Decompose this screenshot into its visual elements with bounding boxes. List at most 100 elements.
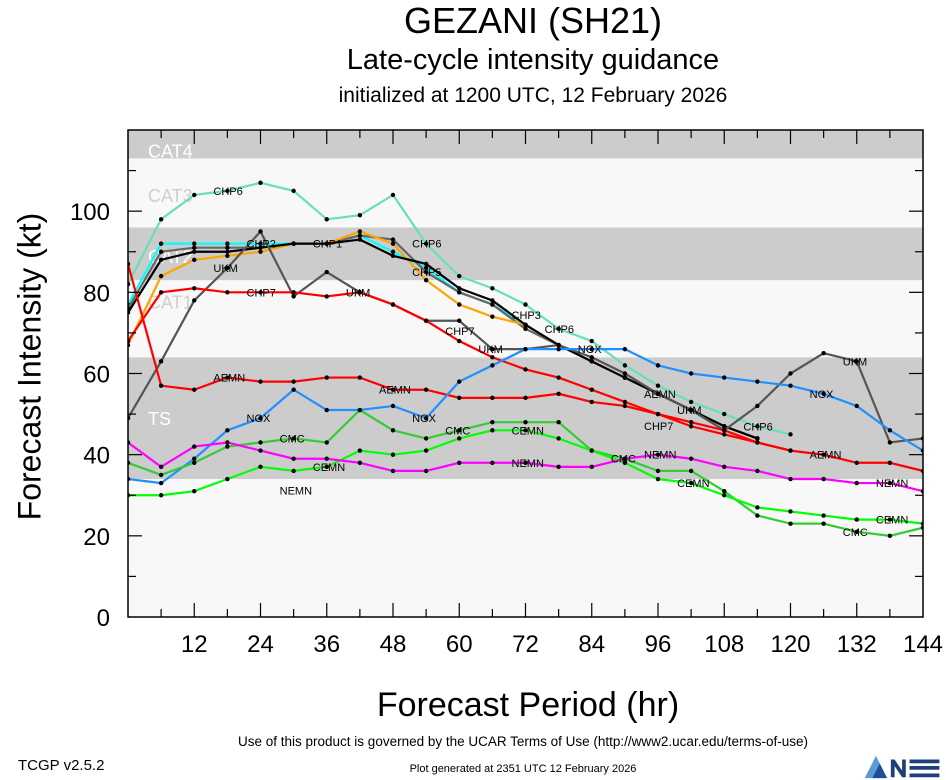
data-point-chp3 [423, 261, 429, 267]
series-label-nemn: NEMN [876, 478, 908, 490]
data-point-chp5 [457, 290, 462, 295]
data-point-chp3 [390, 253, 396, 259]
y-tick-label: 100 [70, 199, 110, 226]
data-point-nemn [755, 468, 760, 474]
data-point-cmc [490, 420, 495, 425]
data-point-ukm [556, 342, 561, 348]
data-point-nemn [324, 456, 329, 461]
data-point-cmc [423, 436, 429, 441]
data-point-chp3 [523, 322, 528, 327]
data-point-ukm [192, 298, 197, 303]
data-point-chp7 [158, 290, 164, 295]
band-label-cat4: CAT4 [148, 141, 193, 161]
data-point-aemn [589, 399, 594, 405]
data-point-chp6 [490, 286, 495, 291]
data-point-aemn [291, 379, 296, 384]
series-label-cemn: CEMN [313, 462, 345, 474]
data-point-chp6 [225, 188, 230, 194]
data-point-chp6 [423, 241, 429, 246]
data-point-cemn [887, 517, 893, 522]
data-point-aemn [192, 387, 197, 392]
data-point-chp3 [158, 257, 164, 263]
data-point-cmc [788, 521, 793, 526]
data-point-ngx [390, 403, 396, 409]
data-point-chp7 [390, 302, 396, 307]
data-point-ngx [655, 363, 661, 368]
data-point-chp3 [755, 436, 760, 441]
data-point-nemn [722, 464, 727, 470]
data-point-aemn [788, 448, 793, 453]
data-point-chp1 [158, 273, 164, 279]
terms-of-use: Use of this product is governed by the U… [238, 734, 808, 749]
data-point-chp3 [225, 249, 230, 254]
data-point-ngx [722, 375, 727, 380]
series-label-ukm: UKM [677, 405, 701, 417]
data-point-chp5 [225, 245, 230, 250]
data-point-nemn [622, 456, 628, 461]
series-label-ukm: UKM [346, 287, 370, 299]
data-point-cemn [622, 460, 628, 465]
data-point-ukm [755, 403, 760, 409]
data-point-nemn [589, 464, 594, 470]
series-label-nemn: NEMN [280, 486, 312, 498]
series-label-nemn: NEMN [512, 458, 544, 470]
series-label-ukm: UKM [213, 263, 237, 275]
x-tick-label: 24 [247, 631, 274, 658]
data-point-cemn [158, 493, 164, 498]
data-point-ukm [887, 440, 893, 445]
data-point-cmc [688, 468, 694, 474]
data-point-chp7 [258, 290, 263, 295]
data-point-chp2 [423, 265, 429, 271]
data-point-chp6 [622, 363, 628, 368]
x-tick-label: 60 [446, 631, 473, 658]
data-point-aemn [390, 387, 396, 392]
data-point-cmc [390, 428, 396, 433]
data-point-chp6 [390, 192, 396, 198]
data-point-chp3 [192, 249, 197, 254]
data-point-chp7 [523, 367, 528, 372]
data-point-aemn [225, 375, 230, 380]
series-label-cmc: CMC [843, 527, 868, 539]
data-point-ngx [788, 383, 793, 388]
data-point-nemn [291, 456, 296, 461]
data-point-aemn [887, 460, 893, 465]
data-point-cemn [854, 517, 859, 522]
data-point-chp7 [423, 318, 429, 323]
data-point-aemn [556, 391, 561, 396]
data-point-ngx [324, 407, 329, 413]
data-point-cemn [490, 428, 495, 433]
y-tick-label: 80 [83, 280, 110, 307]
data-point-nemn [423, 468, 429, 474]
data-point-aemn [655, 411, 661, 417]
data-point-cemn [556, 436, 561, 441]
data-point-aemn [688, 420, 694, 425]
series-label-nemn: NEMN [644, 450, 676, 462]
data-point-cmc [854, 529, 859, 534]
data-point-nemn [490, 460, 495, 465]
data-point-cmc [225, 444, 230, 449]
data-point-nemn [887, 480, 893, 486]
data-point-ukm [457, 318, 462, 323]
series-label-ngx: NGX [247, 413, 272, 425]
data-point-chp7 [556, 375, 561, 380]
data-point-ngx [258, 415, 263, 421]
data-point-cmc [722, 488, 727, 494]
data-point-ngx [589, 346, 594, 352]
data-point-chp6 [457, 273, 462, 279]
plot-generated-time: Plot generated at 2351 UTC 12 February 2… [409, 763, 637, 775]
x-tick-label: 36 [313, 631, 340, 658]
data-point-chp3 [622, 375, 628, 380]
y-tick-label: 40 [83, 443, 110, 470]
data-point-chp1 [192, 257, 197, 263]
data-point-cemn [788, 509, 793, 514]
series-label-ngx: NGX [810, 389, 835, 401]
data-point-ngx [192, 456, 197, 461]
data-point-cemn [755, 505, 760, 510]
data-point-nemn [688, 456, 694, 461]
series-label-chp6: CHP6 [213, 186, 242, 198]
series-label-ngx: NGX [412, 413, 437, 425]
data-point-chp7 [490, 355, 495, 360]
y-tick-label: 60 [83, 362, 110, 389]
y-axis-label: Forecast Intensity (kt) [11, 212, 48, 521]
data-point-chp6 [755, 424, 760, 429]
